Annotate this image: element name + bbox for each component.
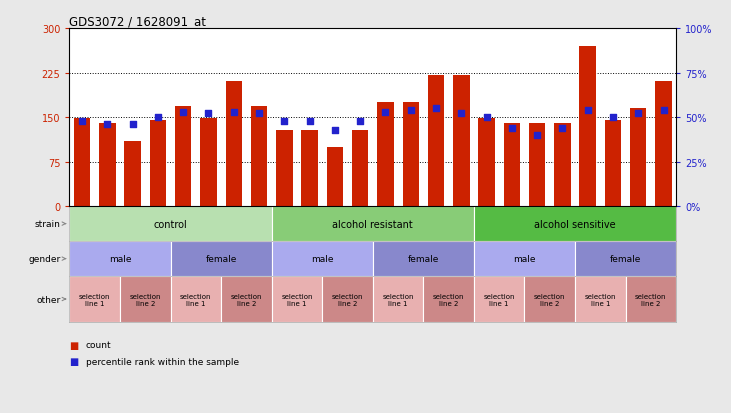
Text: selection
line 2: selection line 2 (433, 293, 464, 306)
Point (607, 114, 619, 121)
Bar (474, 242, 575, 276)
Bar (377, 103, 394, 206)
Bar (478, 119, 495, 206)
Point (228, 109, 240, 116)
Text: male: male (513, 254, 536, 263)
Point (304, 118, 316, 125)
Text: alcohol sensitive: alcohol sensitive (534, 219, 616, 229)
Bar (170, 242, 272, 276)
Point (76, 118, 88, 125)
Bar (524, 276, 575, 322)
Point (355, 118, 366, 125)
Bar (655, 82, 672, 206)
Bar (630, 109, 646, 206)
Text: ■: ■ (69, 356, 79, 366)
Text: male: male (311, 254, 333, 263)
Point (556, 125, 568, 132)
Bar (69, 242, 170, 276)
Text: selection
line 1: selection line 1 (585, 293, 616, 306)
Point (152, 114, 164, 121)
Point (329, 127, 341, 133)
Bar (272, 242, 373, 276)
Text: GDS3072 / 1628091_at: GDS3072 / 1628091_at (69, 15, 206, 28)
Point (178, 109, 189, 116)
Bar (226, 82, 242, 206)
Bar (200, 119, 216, 206)
Bar (403, 103, 419, 206)
Point (658, 107, 670, 114)
Bar (272, 206, 474, 242)
Text: female: female (205, 254, 237, 263)
Bar (373, 242, 474, 276)
Text: selection
line 2: selection line 2 (231, 293, 262, 306)
Bar (322, 276, 373, 322)
Text: female: female (610, 254, 641, 263)
Bar (120, 276, 170, 322)
Bar (301, 131, 318, 206)
Bar (575, 276, 626, 322)
Point (531, 132, 543, 139)
Text: selection
line 2: selection line 2 (534, 293, 566, 306)
Bar (373, 276, 423, 322)
Text: selection
line 2: selection line 2 (635, 293, 667, 306)
Bar (575, 242, 676, 276)
Bar (175, 107, 192, 206)
Bar (605, 121, 621, 206)
Text: selection
line 1: selection line 1 (483, 293, 515, 306)
Point (253, 111, 265, 118)
Bar (626, 276, 676, 322)
Text: selection
line 1: selection line 1 (382, 293, 414, 306)
Point (202, 111, 214, 118)
Point (582, 107, 594, 114)
Text: percentile rank within the sample: percentile rank within the sample (86, 357, 238, 366)
Text: strain: strain (34, 220, 61, 228)
Text: control: control (154, 219, 187, 229)
Bar (124, 142, 141, 206)
Text: selection
line 1: selection line 1 (180, 293, 211, 306)
Bar (474, 206, 676, 242)
Bar (423, 276, 474, 322)
Text: female: female (408, 254, 439, 263)
Text: gender: gender (28, 254, 61, 263)
Bar (221, 276, 272, 322)
Text: count: count (86, 340, 111, 349)
Point (506, 125, 518, 132)
Text: selection
line 2: selection line 2 (129, 293, 161, 306)
Text: male: male (109, 254, 132, 263)
Bar (150, 121, 166, 206)
Point (379, 109, 391, 116)
Point (455, 111, 467, 118)
Bar (74, 119, 91, 206)
Text: selection
line 1: selection line 1 (79, 293, 110, 306)
Point (102, 121, 113, 128)
Bar (554, 123, 571, 206)
Bar (327, 147, 343, 206)
Point (632, 111, 644, 118)
Bar (99, 123, 115, 206)
Text: ■: ■ (69, 340, 79, 350)
Bar (453, 76, 469, 206)
Bar (529, 123, 545, 206)
Point (279, 118, 290, 125)
Bar (352, 131, 368, 206)
Text: selection
line 2: selection line 2 (332, 293, 363, 306)
Bar (428, 76, 444, 206)
Text: selection
line 1: selection line 1 (281, 293, 313, 306)
Point (430, 106, 442, 112)
Point (405, 107, 417, 114)
Bar (474, 276, 525, 322)
Point (126, 121, 138, 128)
Bar (504, 123, 520, 206)
Bar (276, 131, 292, 206)
Bar (69, 276, 120, 322)
Bar (580, 47, 596, 207)
Bar (69, 206, 272, 242)
Bar (170, 276, 221, 322)
Text: alcohol resistant: alcohol resistant (333, 219, 413, 229)
Point (481, 114, 493, 121)
Bar (251, 107, 268, 206)
Bar (272, 276, 322, 322)
Text: other: other (36, 295, 61, 304)
